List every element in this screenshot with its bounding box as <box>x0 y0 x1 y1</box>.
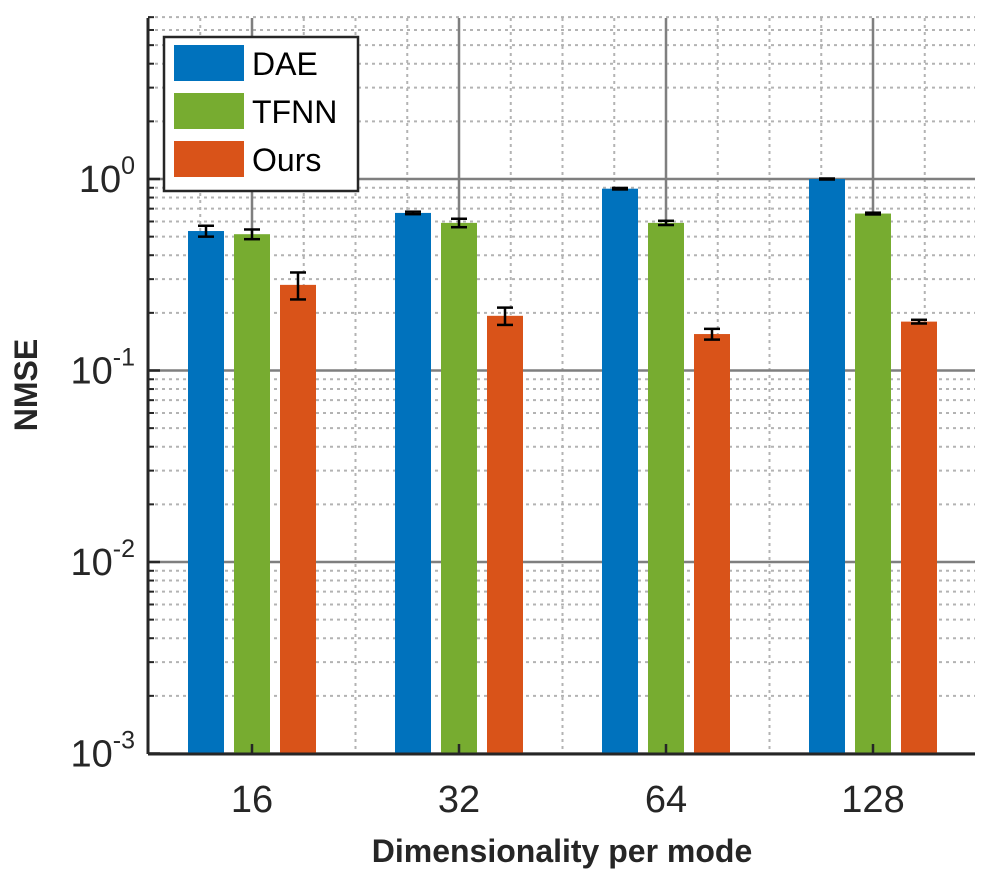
bar-dae-16 <box>188 231 224 754</box>
axes <box>146 16 975 756</box>
x-tick-label: 64 <box>645 779 687 821</box>
x-tick-label: 128 <box>841 779 904 821</box>
legend-label-tfnn: TFNN <box>252 94 337 130</box>
error-bar-ours-128 <box>911 318 927 325</box>
y-tick-label: 10-1 <box>70 344 135 393</box>
legend-label-ours: Ours <box>252 142 321 178</box>
error-bar-dae-32 <box>405 210 421 216</box>
bars <box>188 177 937 755</box>
legend: DAE TFNN Ours <box>162 35 360 193</box>
y-tick-base: 10 <box>79 159 121 201</box>
bar-tfnn-32 <box>441 222 477 754</box>
y-tick-base: 10 <box>70 734 112 776</box>
y-tick-label: 100 <box>79 152 135 201</box>
error-bar-tfnn-128 <box>865 211 881 216</box>
y-tick-exponent: -1 <box>113 344 135 372</box>
bar-dae-64 <box>602 188 638 754</box>
y-tick-label: 10-3 <box>70 727 135 776</box>
y-tick-exponent: -2 <box>113 535 135 563</box>
y-tick-label: 10-2 <box>70 535 135 584</box>
error-bar-dae-16 <box>198 224 214 238</box>
bar-ours-16 <box>280 284 316 754</box>
x-tick-label: 32 <box>438 779 480 821</box>
y-axis-title: NMSE <box>8 339 44 431</box>
bar-tfnn-64 <box>648 222 684 754</box>
error-bar-ours-16 <box>290 271 306 301</box>
error-bar-tfnn-64 <box>658 219 674 227</box>
legend-swatch-tfnn <box>174 93 244 129</box>
y-tick-base: 10 <box>70 351 112 393</box>
bar-ours-128 <box>901 321 937 754</box>
error-bar-ours-32 <box>497 306 513 327</box>
y-tick-exponent: 0 <box>121 152 135 180</box>
legend-swatch-ours <box>174 141 244 177</box>
bar-ours-64 <box>694 334 730 754</box>
y-tick-base: 10 <box>70 542 112 584</box>
x-tick-label: 16 <box>231 779 273 821</box>
x-axis-title: Dimensionality per mode <box>372 833 753 869</box>
y-tick-exponent: -3 <box>113 727 135 755</box>
error-bar-tfnn-16 <box>244 228 260 241</box>
bar-ours-32 <box>487 315 523 754</box>
bar-tfnn-128 <box>855 213 891 754</box>
error-bar-dae-128 <box>819 177 835 181</box>
bar-dae-128 <box>809 179 845 754</box>
bar-dae-32 <box>395 212 431 754</box>
legend-swatch-dae <box>174 45 244 81</box>
bar-tfnn-16 <box>234 234 270 755</box>
error-bar-dae-64 <box>612 186 628 191</box>
legend-label-dae: DAE <box>252 46 318 82</box>
error-bar-ours-64 <box>704 327 720 341</box>
error-bar-tfnn-32 <box>451 217 467 229</box>
